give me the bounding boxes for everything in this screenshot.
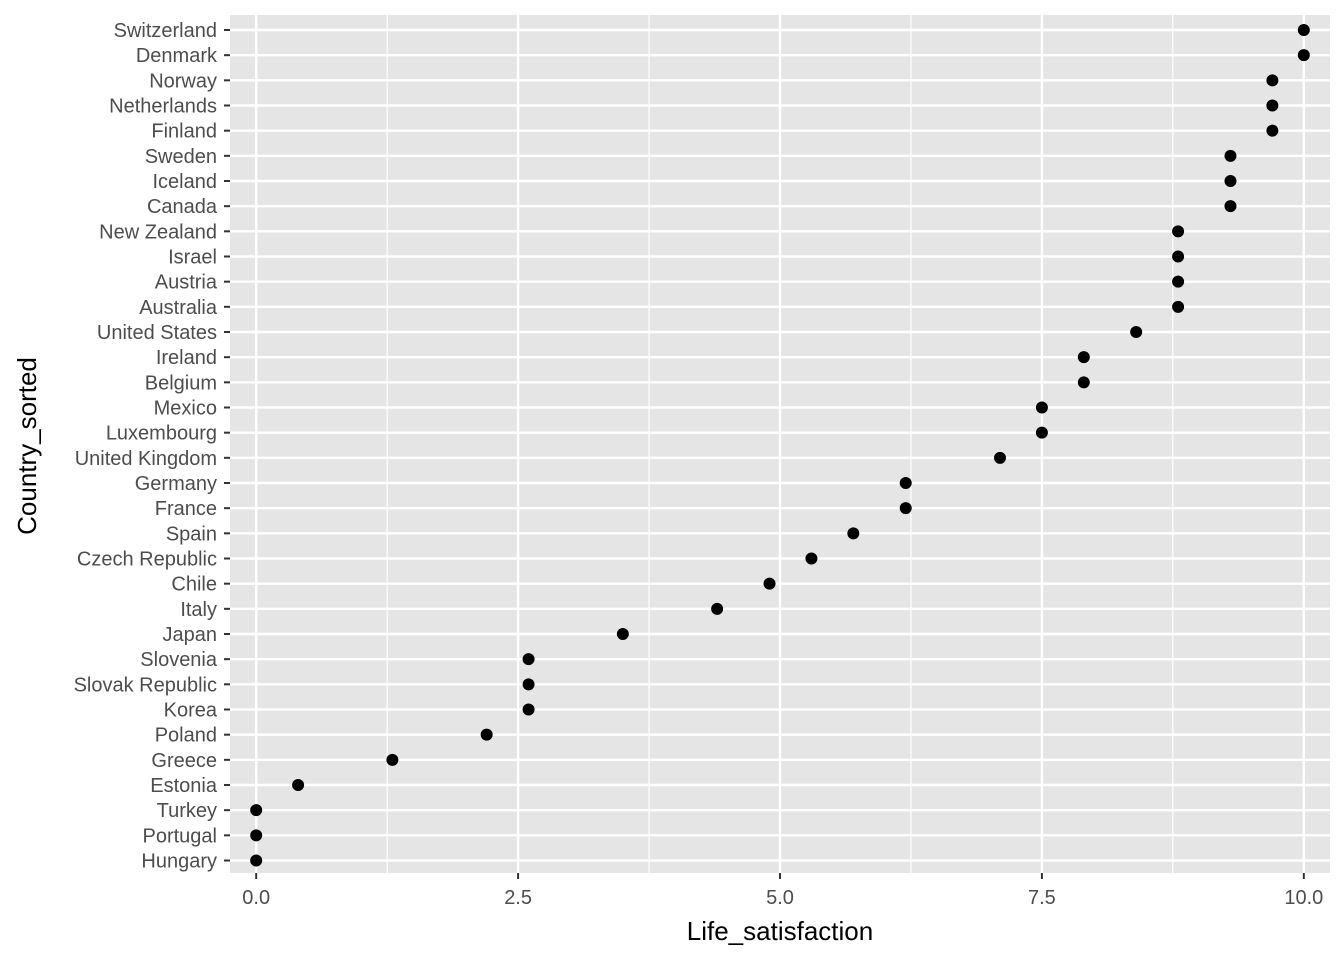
y-tick-label: Finland xyxy=(151,121,217,143)
y-tick-label: Spain xyxy=(166,523,217,545)
x-tick-label: 0.0 xyxy=(242,887,270,909)
y-tick-label: Portugal xyxy=(143,825,218,847)
y-tick-label: New Zealand xyxy=(99,221,217,243)
y-tick-label: Greece xyxy=(151,750,217,772)
x-tick-label: 7.5 xyxy=(1028,887,1056,909)
y-tick-label: United States xyxy=(97,322,217,344)
y-tick-label: Mexico xyxy=(154,398,217,420)
data-point xyxy=(522,703,535,716)
y-tick-label: Italy xyxy=(180,599,217,621)
data-point xyxy=(763,577,776,590)
y-tick-label: Chile xyxy=(171,574,217,596)
y-tick-label: Estonia xyxy=(150,775,218,797)
y-tick-label: Belgium xyxy=(145,372,217,394)
y-tick-label: Korea xyxy=(164,700,218,722)
data-point xyxy=(1224,175,1237,187)
data-point xyxy=(386,753,399,766)
x-tick-label: 5.0 xyxy=(766,887,794,909)
data-point xyxy=(1297,24,1310,36)
y-tick-label: Slovenia xyxy=(140,649,218,671)
y-axis: Switzerland Denmark Norway Netherlands Finla… xyxy=(74,20,230,873)
data-point xyxy=(994,451,1006,464)
y-tick-label: Iceland xyxy=(153,171,218,193)
data-point xyxy=(899,477,912,489)
data-point xyxy=(1035,426,1048,439)
x-axis: 0.0 2.5 5.0 7.5 10.0 xyxy=(242,873,1323,909)
y-tick-label: Denmark xyxy=(136,45,218,67)
data-point xyxy=(1224,149,1237,162)
y-tick-label: France xyxy=(155,498,217,520)
data-point xyxy=(250,829,263,842)
x-axis-title: Life_satisfaction xyxy=(687,916,873,946)
y-tick-label: Australia xyxy=(139,297,218,319)
major-gridlines xyxy=(230,15,1330,873)
data-point xyxy=(1266,99,1279,112)
y-axis-title: Country_sorted xyxy=(12,357,42,535)
y-tick-label: Norway xyxy=(149,70,217,92)
data-point xyxy=(1172,225,1185,238)
data-point xyxy=(480,728,493,741)
y-tick-label: Slovak Republic xyxy=(74,674,217,696)
y-tick-label: Japan xyxy=(163,624,218,646)
data-point xyxy=(1172,300,1185,313)
data-point xyxy=(1077,376,1090,389)
y-tick-label: Canada xyxy=(147,196,218,218)
x-tick-label: 10.0 xyxy=(1284,887,1323,909)
data-point xyxy=(1266,74,1279,87)
data-point xyxy=(1035,401,1048,414)
data-point xyxy=(250,854,263,867)
data-point xyxy=(1172,275,1185,288)
data-point xyxy=(1224,200,1237,213)
y-tick-label: Czech Republic xyxy=(77,549,217,571)
y-tick-label: Sweden xyxy=(145,146,217,168)
data-points xyxy=(250,24,1310,867)
data-point xyxy=(616,628,629,640)
data-point xyxy=(292,779,305,791)
y-tick-label: Turkey xyxy=(157,800,217,822)
y-tick-label: Hungary xyxy=(141,851,217,873)
data-point xyxy=(1130,326,1143,338)
y-tick-label: Luxembourg xyxy=(106,423,217,445)
data-point xyxy=(522,653,535,666)
data-point xyxy=(711,602,724,615)
data-point xyxy=(847,527,860,540)
y-tick-label: Germany xyxy=(135,473,217,495)
y-tick-label: Israel xyxy=(168,247,217,269)
y-tick-label: Netherlands xyxy=(109,96,217,118)
data-point xyxy=(805,552,818,565)
data-point xyxy=(250,804,263,817)
minor-gridlines xyxy=(386,15,1174,873)
data-point xyxy=(899,502,912,515)
data-point xyxy=(1077,351,1090,364)
data-point xyxy=(1172,250,1185,263)
y-tick-label: Switzerland xyxy=(114,20,217,42)
x-tick-label: 2.5 xyxy=(504,887,532,909)
y-tick-label: Poland xyxy=(155,725,217,747)
y-tick-label: Ireland xyxy=(156,347,217,369)
y-tick-label: United Kingdom xyxy=(75,448,217,470)
data-point xyxy=(522,678,535,691)
y-tick-label: Austria xyxy=(155,272,218,294)
data-point xyxy=(1266,124,1279,137)
data-point xyxy=(1297,49,1310,62)
